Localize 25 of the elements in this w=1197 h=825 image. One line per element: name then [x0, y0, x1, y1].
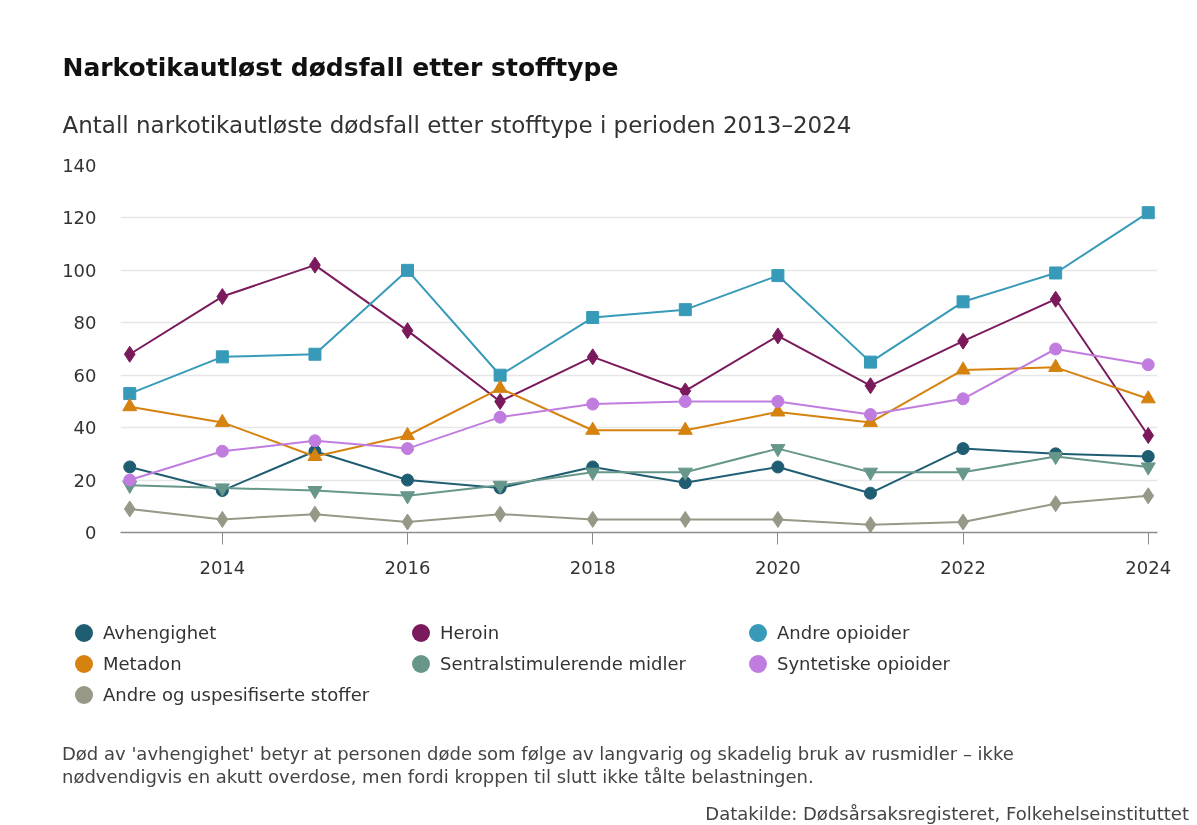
y-tick-label: 80 [73, 312, 97, 334]
y-tick-label: 140 [62, 155, 97, 176]
x-tick-label: 2022 [940, 556, 986, 578]
x-tick-label: 2018 [569, 556, 616, 578]
x-tick-label: 2020 [754, 556, 801, 578]
x-tick-label: 2024 [1125, 556, 1172, 578]
text: Datakilde: Dødsårsaksregisteret, Folkehelseinstituttet [704, 802, 1189, 825]
legend-label: Syntetiske opioider [777, 652, 950, 677]
legend-label: Andre opioider [777, 621, 910, 646]
x-tick-label: 2016 [384, 556, 431, 578]
y-tick-label: 100 [62, 259, 97, 281]
legend-label: Sentralstimulerende midler [440, 652, 686, 677]
y-tick-label: 0 [85, 522, 97, 543]
text: Død av 'avhengighet' betyr at personen døde som følge av langvarig og skadelig bruk av rusmidler – ikke nødvendigvis en akutt overdose, men fordi kroppen til slutt ikke tålte belastningen. [62, 742, 1015, 788]
chart-title: Narkotikautløst dødsfall etter stofftype [62, 52, 619, 82]
y-tick-label: 20 [73, 469, 97, 491]
y-tick-label: 120 [62, 207, 97, 229]
legend-label: Metadon [103, 652, 182, 677]
legend-label: Heroin [440, 621, 500, 646]
legend-label: Avhengighet [103, 621, 217, 646]
chart-subtitle: Antall narkotikautløste dødsfall etter stofftype i perioden 2013–2024 [62, 111, 852, 138]
y-tick-label: 40 [73, 417, 97, 439]
y-tick-label: 60 [73, 364, 97, 386]
x-tick-label: 2014 [199, 556, 246, 578]
legend-label: Andre og uspesifiserte stoffer [103, 683, 370, 708]
